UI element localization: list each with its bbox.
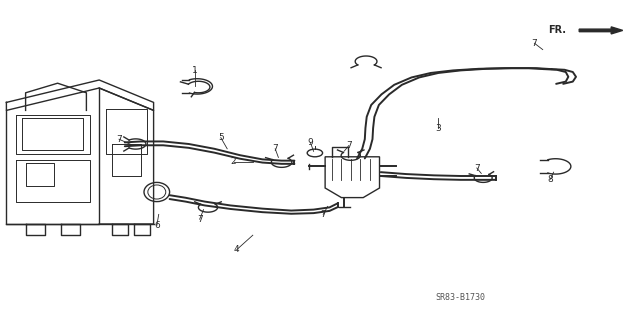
Text: SR83-B1730: SR83-B1730 [436, 293, 486, 302]
Text: 7: 7 [273, 144, 278, 153]
Text: 3: 3 [436, 124, 441, 132]
Text: FR.: FR. [548, 25, 566, 36]
Text: 5: 5 [218, 133, 223, 142]
Text: 7: 7 [116, 135, 122, 144]
Text: 2: 2 [231, 157, 236, 166]
FancyArrow shape [579, 27, 623, 34]
Text: 9: 9 [308, 138, 313, 147]
Text: 7: 7 [532, 39, 537, 48]
Text: 1: 1 [193, 66, 198, 75]
Text: 7: 7 [346, 141, 351, 150]
Text: 8: 8 [548, 175, 553, 184]
Text: 6: 6 [154, 221, 159, 230]
Text: 7: 7 [321, 210, 326, 219]
Text: 4: 4 [234, 245, 239, 254]
Text: 7: 7 [197, 215, 202, 224]
Text: 7: 7 [474, 164, 479, 172]
